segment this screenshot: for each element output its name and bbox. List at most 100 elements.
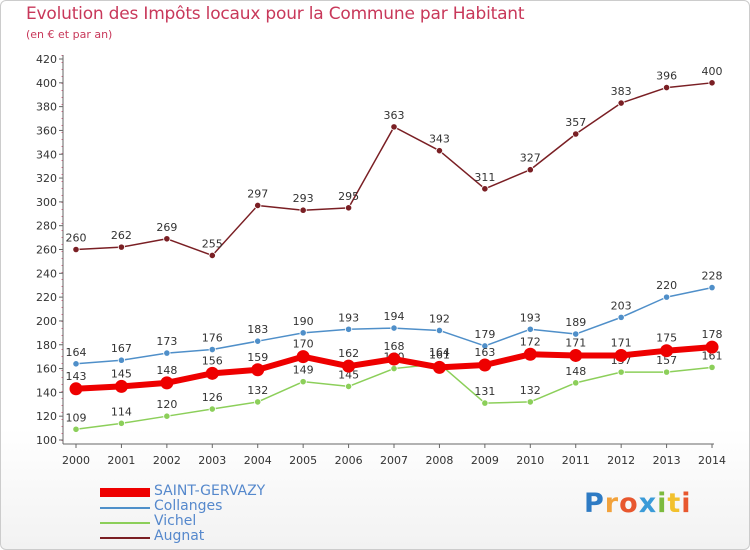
y-tick-label: 220: [36, 291, 57, 304]
data-point: [572, 130, 580, 138]
data-label: 126: [202, 391, 223, 404]
data-label: 168: [384, 340, 405, 353]
data-label: 189: [565, 316, 586, 329]
data-label: 203: [611, 299, 632, 312]
data-label: 327: [520, 152, 541, 165]
data-label: 171: [565, 336, 586, 349]
data-point: [390, 123, 398, 131]
y-tick-label: 260: [36, 244, 57, 257]
data-point: [254, 398, 262, 406]
data-label: 183: [247, 323, 268, 336]
data-point: [69, 382, 83, 396]
data-label: 161: [429, 348, 450, 361]
data-point: [344, 325, 353, 333]
data-point: [572, 379, 580, 387]
data-label: 114: [111, 405, 132, 418]
legend-swatch-collanges: [100, 507, 150, 509]
data-label: 132: [247, 384, 268, 397]
data-point: [390, 364, 398, 373]
legend-swatch-augnat: [100, 537, 150, 539]
data-point: [481, 399, 489, 407]
x-tick-label: 2002: [153, 454, 181, 467]
data-label: 157: [656, 354, 677, 367]
data-point: [481, 342, 489, 350]
data-point: [251, 363, 265, 377]
x-tick-label: 2013: [653, 454, 681, 467]
data-point: [660, 344, 674, 358]
data-point: [390, 324, 398, 332]
series-saint-gervazy: 143 145 148 156 159 170 162 168 161 163 172 171 171 1…: [66, 328, 723, 396]
y-tick-label: 200: [36, 315, 57, 328]
x-tick-label: 2001: [107, 454, 135, 467]
data-label: 293: [293, 192, 314, 205]
data-point: [435, 147, 444, 155]
data-label: 228: [702, 270, 723, 283]
data-label: 164: [66, 346, 87, 359]
data-point: [435, 326, 444, 335]
data-label: 164: [429, 346, 450, 359]
y-tick-label: 380: [36, 101, 57, 114]
data-label: 149: [293, 364, 314, 377]
data-label: 311: [474, 171, 495, 184]
data-point: [708, 79, 716, 87]
y-tick-label: 100: [36, 434, 57, 447]
x-tick-label: 2008: [425, 454, 453, 467]
data-label: 297: [247, 187, 268, 200]
data-label: 176: [202, 332, 223, 345]
series-collanges: 164 167 173 176 183 190 193 194 192 179 193 189 203 2…: [66, 270, 723, 368]
data-point: [344, 204, 353, 212]
data-point: [254, 201, 262, 210]
data-label: 120: [156, 398, 177, 411]
data-point: [72, 360, 80, 368]
data-point: [387, 352, 401, 366]
x-tick-label: 2012: [607, 454, 635, 467]
data-label: 163: [474, 346, 495, 359]
data-point: [569, 348, 583, 362]
data-label: 400: [702, 65, 723, 78]
y-tick-label: 240: [36, 267, 57, 280]
data-point: [72, 425, 80, 433]
data-point: [432, 360, 446, 374]
data-point: [117, 243, 126, 251]
data-point: [617, 99, 625, 107]
data-point: [299, 378, 307, 386]
x-tick-label: 2004: [244, 454, 272, 467]
data-point: [117, 356, 126, 364]
data-point: [296, 350, 310, 364]
data-point: [481, 185, 489, 193]
data-label: 172: [520, 335, 541, 348]
data-point: [662, 368, 671, 376]
data-point: [160, 376, 174, 390]
data-label: 363: [384, 109, 405, 122]
y-tick-label: 400: [36, 77, 57, 90]
data-point: [299, 329, 307, 337]
data-point: [254, 337, 262, 345]
data-label: 162: [338, 347, 359, 360]
x-tick-label: 2011: [562, 454, 590, 467]
data-label: 145: [338, 368, 359, 381]
data-point: [708, 363, 716, 371]
y-tick-label: 340: [36, 148, 57, 161]
data-label: 173: [156, 335, 177, 348]
x-tick-label: 2006: [335, 454, 363, 467]
y-tick-label: 300: [36, 196, 57, 209]
data-point: [342, 359, 356, 373]
data-label: 220: [656, 279, 677, 292]
x-tick-label: 2000: [62, 454, 90, 467]
data-point: [117, 419, 126, 427]
data-label: 193: [520, 311, 541, 324]
data-label: 148: [565, 365, 586, 378]
x-tick-label: 2005: [289, 454, 317, 467]
data-label: 178: [702, 328, 723, 341]
data-label: 145: [111, 367, 132, 380]
y-tick-label: 280: [36, 220, 57, 233]
legend-label-augnat: Augnat: [154, 528, 205, 544]
data-point: [344, 382, 353, 391]
y-tick-label: 360: [36, 124, 57, 137]
data-label: 295: [338, 190, 359, 203]
data-point: [208, 251, 216, 260]
data-label: 260: [66, 232, 87, 245]
data-point: [72, 245, 80, 254]
data-point: [208, 345, 216, 354]
legend-swatch-vichel: [100, 522, 150, 524]
